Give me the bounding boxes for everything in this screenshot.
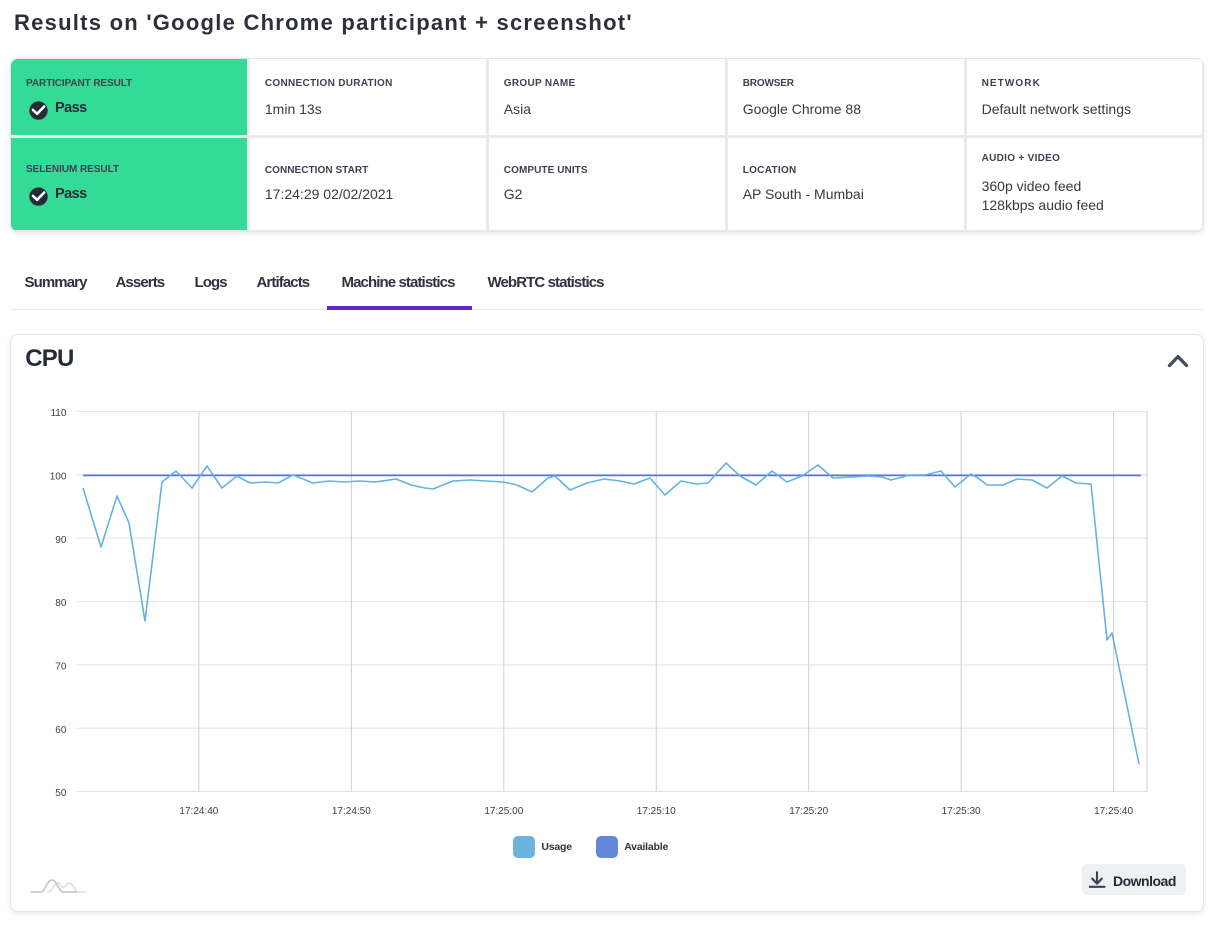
svg-text:90: 90 bbox=[55, 535, 67, 546]
svg-text:110: 110 bbox=[50, 408, 66, 419]
svg-text:17:25:20: 17:25:20 bbox=[789, 806, 828, 817]
svg-text:17:25:40: 17:25:40 bbox=[1094, 806, 1133, 817]
svg-text:60: 60 bbox=[55, 725, 67, 736]
svg-text:17:25:30: 17:25:30 bbox=[942, 806, 981, 817]
svg-text:100: 100 bbox=[50, 471, 67, 482]
svg-text:80: 80 bbox=[55, 598, 67, 609]
svg-text:70: 70 bbox=[55, 661, 67, 672]
svg-text:17:25:00: 17:25:00 bbox=[484, 806, 523, 817]
svg-text:17:24:50: 17:24:50 bbox=[332, 806, 371, 817]
svg-text:50: 50 bbox=[55, 788, 67, 799]
svg-text:17:25:10: 17:25:10 bbox=[637, 806, 676, 817]
svg-text:17:24:40: 17:24:40 bbox=[179, 806, 218, 817]
